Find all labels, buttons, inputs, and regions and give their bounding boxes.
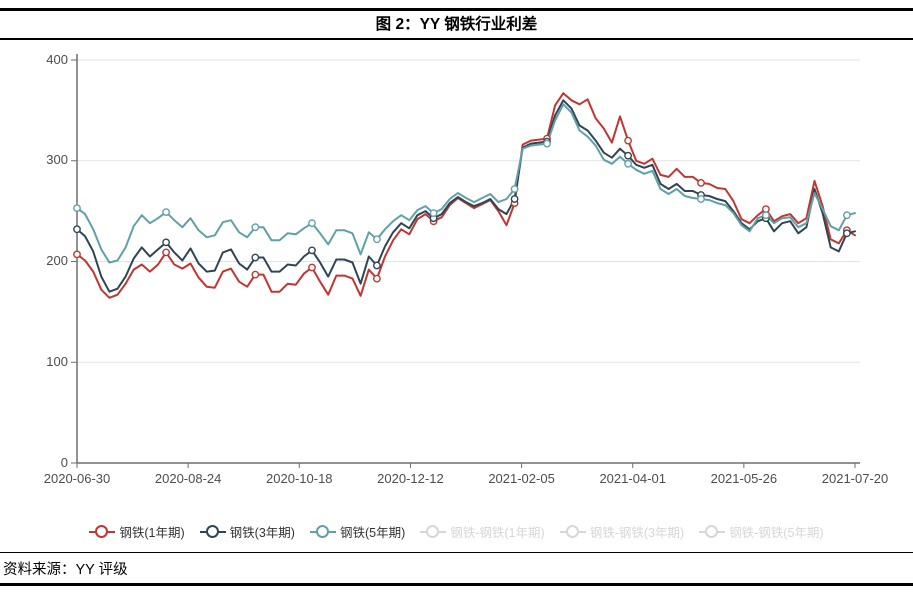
y-axis-tick-label: 100: [46, 353, 68, 369]
legend-label: 钢铁-钢铁(1年期): [450, 526, 545, 540]
y-axis-tick-label: 400: [46, 51, 68, 67]
line-circle-marker-icon: [309, 525, 336, 538]
source-note: 资料来源：YY 评级: [3, 561, 128, 578]
figure-title: 图 2：YY 钢铁行业利差: [375, 16, 538, 33]
legend-label: 钢铁(3年期): [229, 526, 295, 540]
y-axis-tick-label: 0: [60, 454, 68, 470]
x-axis-tick-label: 2020-12-12: [377, 470, 444, 486]
legend-item-steel-diff-5y[interactable]: 钢铁-钢铁(5年期): [699, 522, 824, 541]
title-rule: [0, 38, 913, 40]
y-axis-tick-label: 200: [46, 253, 68, 268]
line-circle-marker-icon: [420, 525, 447, 538]
x-axis-tick-label: 2021-04-01: [599, 470, 666, 486]
source-top-rule: [0, 551, 913, 553]
x-axis-tick-label: 2021-05-26: [710, 470, 778, 486]
legend-item-steel-5y[interactable]: 钢铁(5年期): [309, 522, 406, 541]
spread-chart-canvas[interactable]: [0, 40, 913, 552]
legend-label: 钢铁-钢铁(5年期): [729, 526, 824, 540]
x-axis-tick-label: 2021-07-20: [821, 470, 889, 486]
legend-item-steel-diff-1y[interactable]: 钢铁-钢铁(1年期): [420, 522, 545, 541]
legend-item-steel-1y[interactable]: 钢铁(1年期): [89, 522, 185, 541]
line-circle-marker-icon: [89, 525, 116, 538]
spread-chart: 400 300 200 100 0 2020-06-30 2020-08-24 …: [0, 40, 913, 552]
legend-item-steel-3y[interactable]: 钢铁(3年期): [199, 522, 295, 541]
legend-label: 钢铁(1年期): [119, 526, 185, 540]
x-axis-tick-label: 2021-02-05: [488, 470, 555, 486]
top-margin: [0, 0, 913, 8]
legend-label: 钢铁-钢铁(3年期): [589, 526, 685, 540]
legend-label: 钢铁(5年期): [339, 526, 406, 540]
legend-item-steel-diff-3y[interactable]: 钢铁-钢铁(3年期): [559, 522, 685, 541]
top-rule: [0, 8, 913, 11]
x-axis-tick-label: 2020-06-30: [43, 470, 111, 486]
line-circle-marker-icon: [559, 525, 586, 538]
line-circle-marker-icon: [699, 525, 726, 538]
bottom-rule: [0, 583, 913, 586]
y-axis-tick-label: 300: [46, 152, 68, 168]
x-axis-tick-label: 2020-08-24: [154, 470, 222, 486]
chart-legend: 钢铁(1年期) 钢铁(3年期) 钢铁(5年期) 钢铁-钢铁(1年期) 钢铁-钢铁…: [0, 521, 913, 543]
line-circle-marker-icon: [199, 525, 226, 538]
x-axis-tick-label: 2020-10-18: [266, 470, 333, 486]
